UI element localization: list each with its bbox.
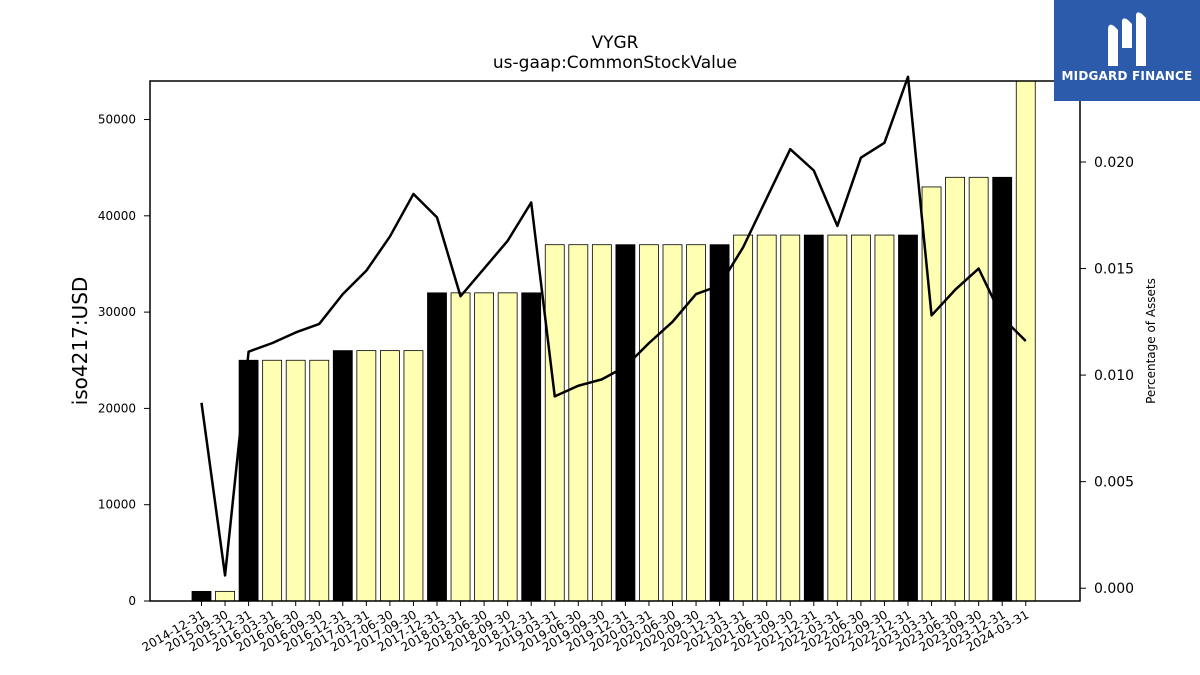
bar-2018-06-30 [474,292,495,602]
bar-2018-03-31 [450,292,471,602]
bar-2017-03-31 [356,350,377,602]
y2-tick-label: 0.000 [1094,581,1134,597]
bar-2021-09-30 [780,234,801,602]
bar-2022-06-30 [851,234,871,602]
bar-2017-12-31 [427,292,447,602]
midgard-m-icon [1108,12,1146,67]
bar-2020-03-31 [639,244,659,602]
bar-2021-12-31 [803,234,824,602]
right-axis-ticks: 0.000 0.005 0.010 0.015 0.020 [1080,155,1134,597]
bar-2023-06-30 [945,176,965,602]
left-axis-ticks: 0 10000 20000 30000 40000 50000 [98,113,150,608]
y2-tick-label: 0.005 [1094,475,1134,491]
bar-2023-09-30 [968,176,989,602]
bar-2017-09-30 [403,350,424,602]
bar-2021-03-31 [733,234,754,602]
bar-2019-06-30 [568,244,589,602]
bar-series [191,80,1036,602]
bar-2022-12-31 [898,234,918,602]
bar-2016-09-30 [309,359,330,602]
y2-tick-label: 0.010 [1094,368,1134,384]
bar-2023-12-31 [992,176,1013,602]
bar-2016-06-30 [285,359,306,602]
bar-2021-06-30 [756,234,777,602]
y-tick-label: 10000 [98,498,136,512]
bar-2016-03-31 [262,359,283,602]
bar-2020-09-30 [686,244,706,602]
bar-2019-03-31 [544,244,565,602]
line-series [200,75,1027,577]
brand-logo: MIDGARD FINANCE [1054,0,1200,101]
bar-2015-12-31 [238,359,259,602]
y-tick-label: 0 [128,594,136,608]
bar-2014-12-31 [191,590,212,602]
y2-tick-label: 0.015 [1094,262,1134,278]
plot-frame [149,80,1081,602]
bar-2019-12-31 [615,244,636,602]
y-tick-label: 30000 [98,305,136,319]
x-axis-ticks: 2014-12-312015-09-302015-12-312016-03-31… [140,601,1031,654]
bar-2018-09-30 [497,292,518,602]
y-axis-label: iso4217:USD [68,277,92,406]
bar-2022-03-31 [827,234,848,602]
bar-2020-06-30 [662,244,683,602]
bar-2017-06-30 [379,350,400,602]
chart-subtitle: us-gaap:CommonStockValue [493,53,737,73]
y-tick-label: 20000 [98,401,136,415]
bar-2022-09-30 [874,234,895,602]
chart-title: VYGR [592,33,639,53]
y-tick-label: 40000 [98,209,136,223]
y2-axis-label: Percentage of Assets [1144,278,1158,404]
percentage-line [200,75,1027,577]
bar-2018-12-31 [521,292,542,602]
y-tick-label: 50000 [98,113,136,127]
brand-name: MIDGARD FINANCE [1061,69,1193,83]
bar-2020-12-31 [709,244,730,602]
bar-2016-12-31 [332,350,353,602]
bar-2015-09-30 [215,590,235,602]
y2-tick-label: 0.020 [1094,155,1134,171]
bar-2019-09-30 [591,244,612,602]
